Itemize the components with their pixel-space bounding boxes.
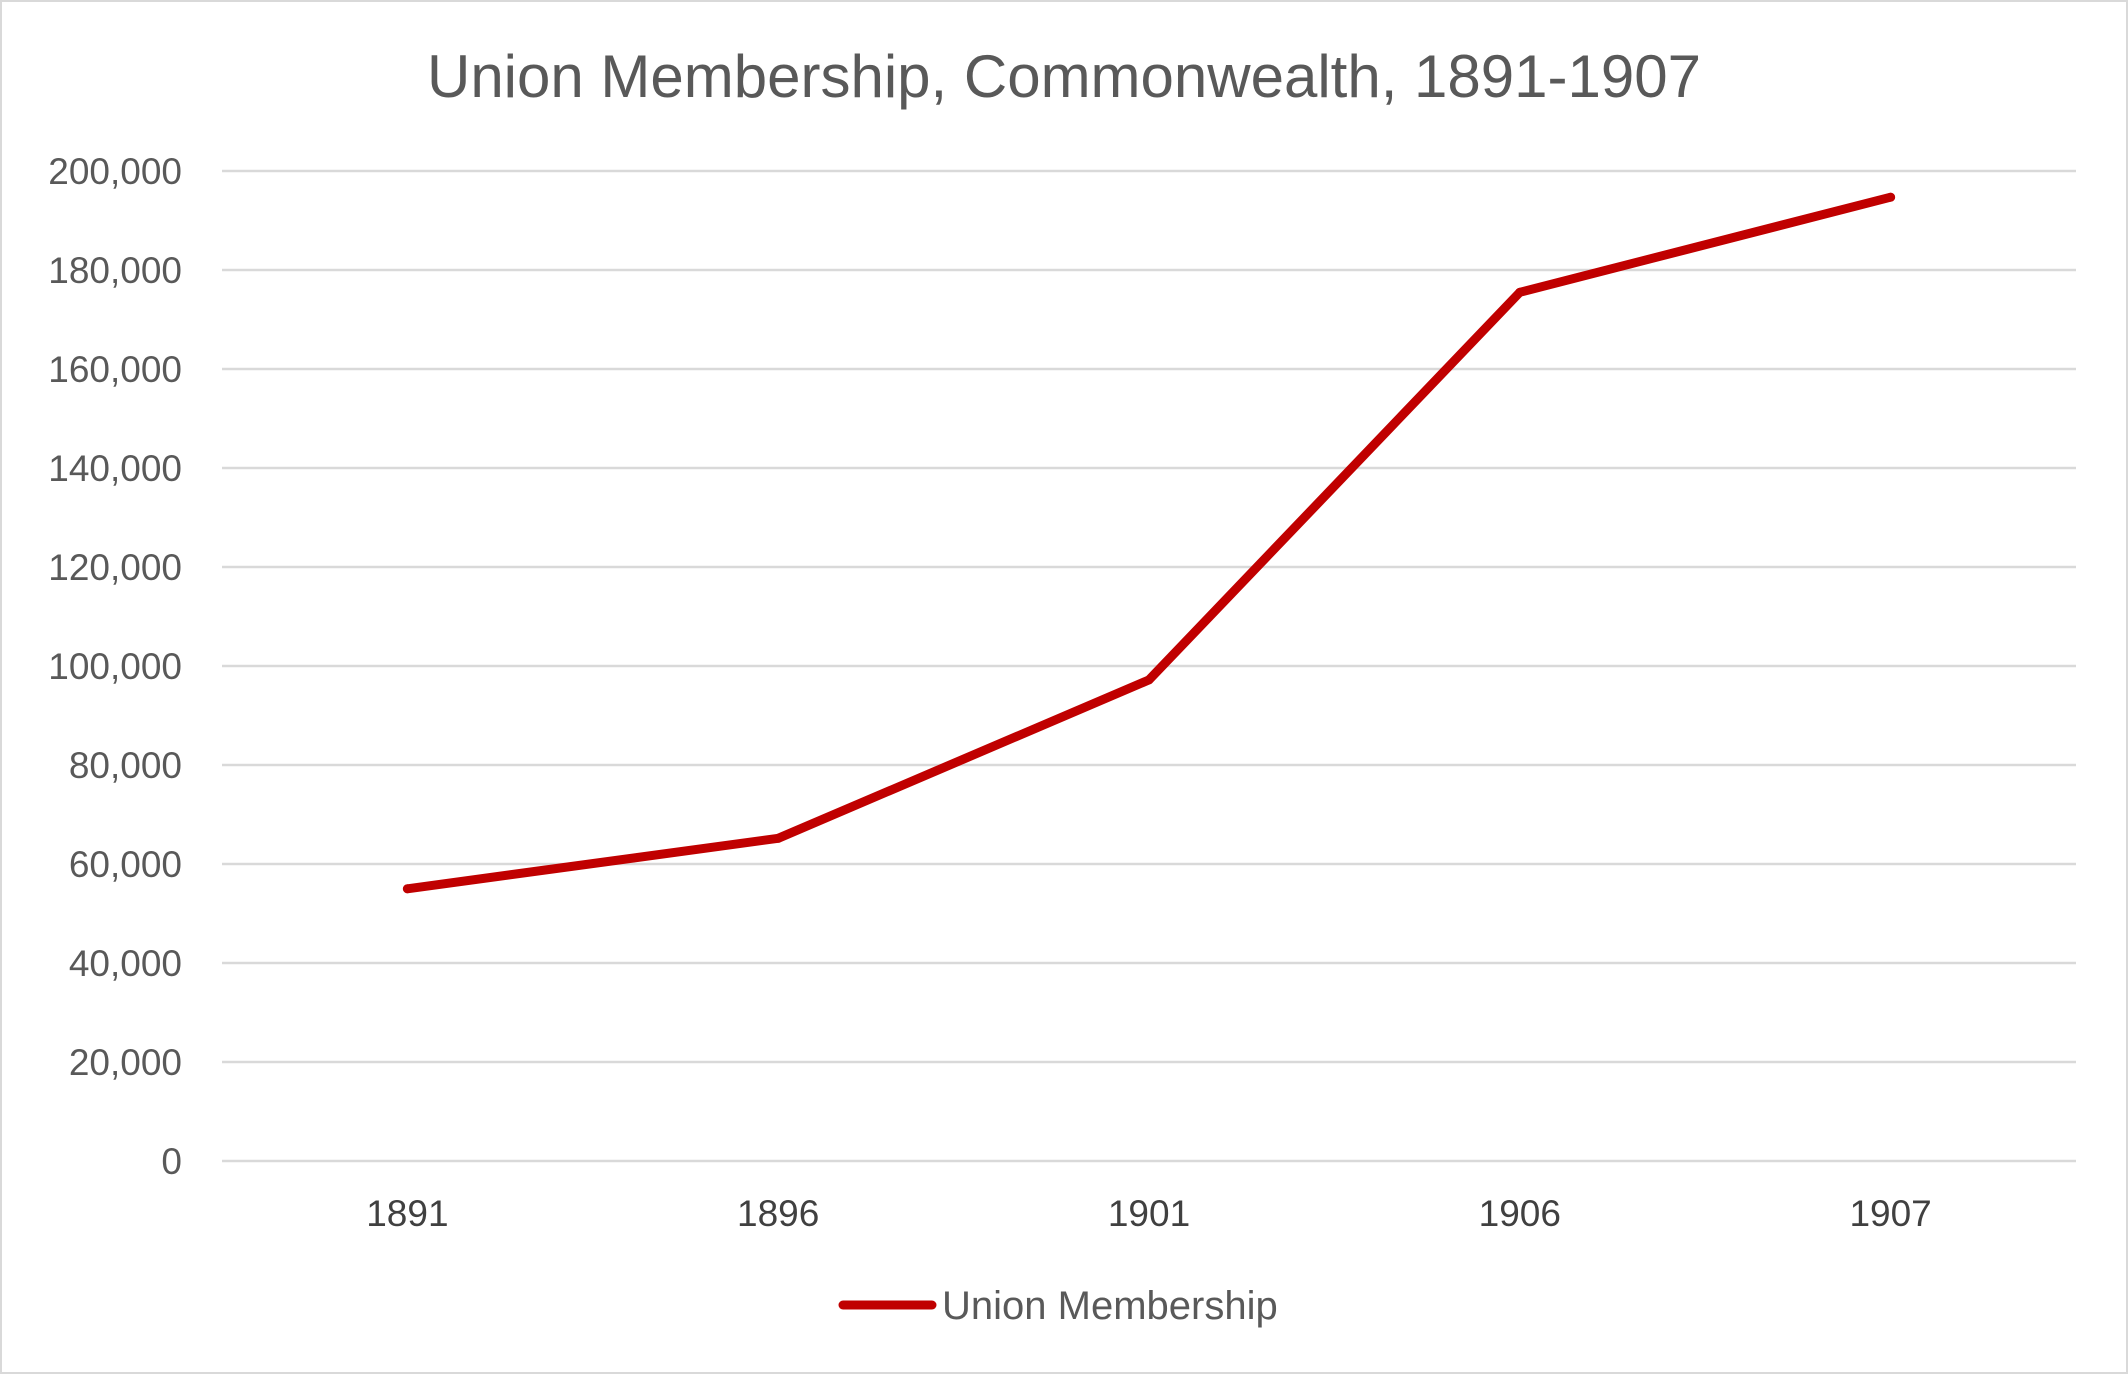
y-tick-label: 180,000 bbox=[48, 250, 182, 291]
y-tick-label: 120,000 bbox=[48, 547, 182, 588]
series-line bbox=[402, 192, 1896, 894]
y-axis-tick-labels: 0 20,000 40,000 60,000 80,000 100,000 120,000 1… bbox=[48, 151, 182, 1182]
x-tick-label: 1891 bbox=[366, 1193, 448, 1234]
y-tick-label: 0 bbox=[161, 1141, 182, 1182]
x-tick-label: 1901 bbox=[1108, 1193, 1190, 1234]
y-tick-label: 20,000 bbox=[69, 1042, 182, 1083]
data-point bbox=[402, 884, 412, 894]
data-point bbox=[1144, 675, 1154, 685]
y-tick-label: 40,000 bbox=[69, 943, 182, 984]
y-tick-label: 80,000 bbox=[69, 745, 182, 786]
legend[interactable]: Union Membership bbox=[838, 1284, 1278, 1328]
x-axis-tick-labels: 1891 1896 1901 1906 1907 bbox=[366, 1193, 1932, 1234]
y-tick-label: 200,000 bbox=[48, 151, 182, 192]
y-tick-label: 140,000 bbox=[48, 448, 182, 489]
legend-label: Union Membership bbox=[942, 1284, 1278, 1328]
series-group bbox=[402, 192, 1896, 894]
data-point bbox=[1515, 287, 1525, 297]
data-point bbox=[1886, 192, 1896, 202]
y-tick-label: 60,000 bbox=[69, 844, 182, 885]
y-tick-label: 100,000 bbox=[48, 646, 182, 687]
chart-title: Union Membership, Commonwealth, 1891-190… bbox=[427, 43, 1701, 110]
x-tick-label: 1906 bbox=[1479, 1193, 1561, 1234]
data-point bbox=[773, 833, 783, 843]
y-tick-label: 160,000 bbox=[48, 349, 182, 390]
x-tick-label: 1907 bbox=[1849, 1193, 1931, 1234]
gridlines bbox=[222, 169, 2076, 1163]
x-tick-label: 1896 bbox=[737, 1193, 819, 1234]
